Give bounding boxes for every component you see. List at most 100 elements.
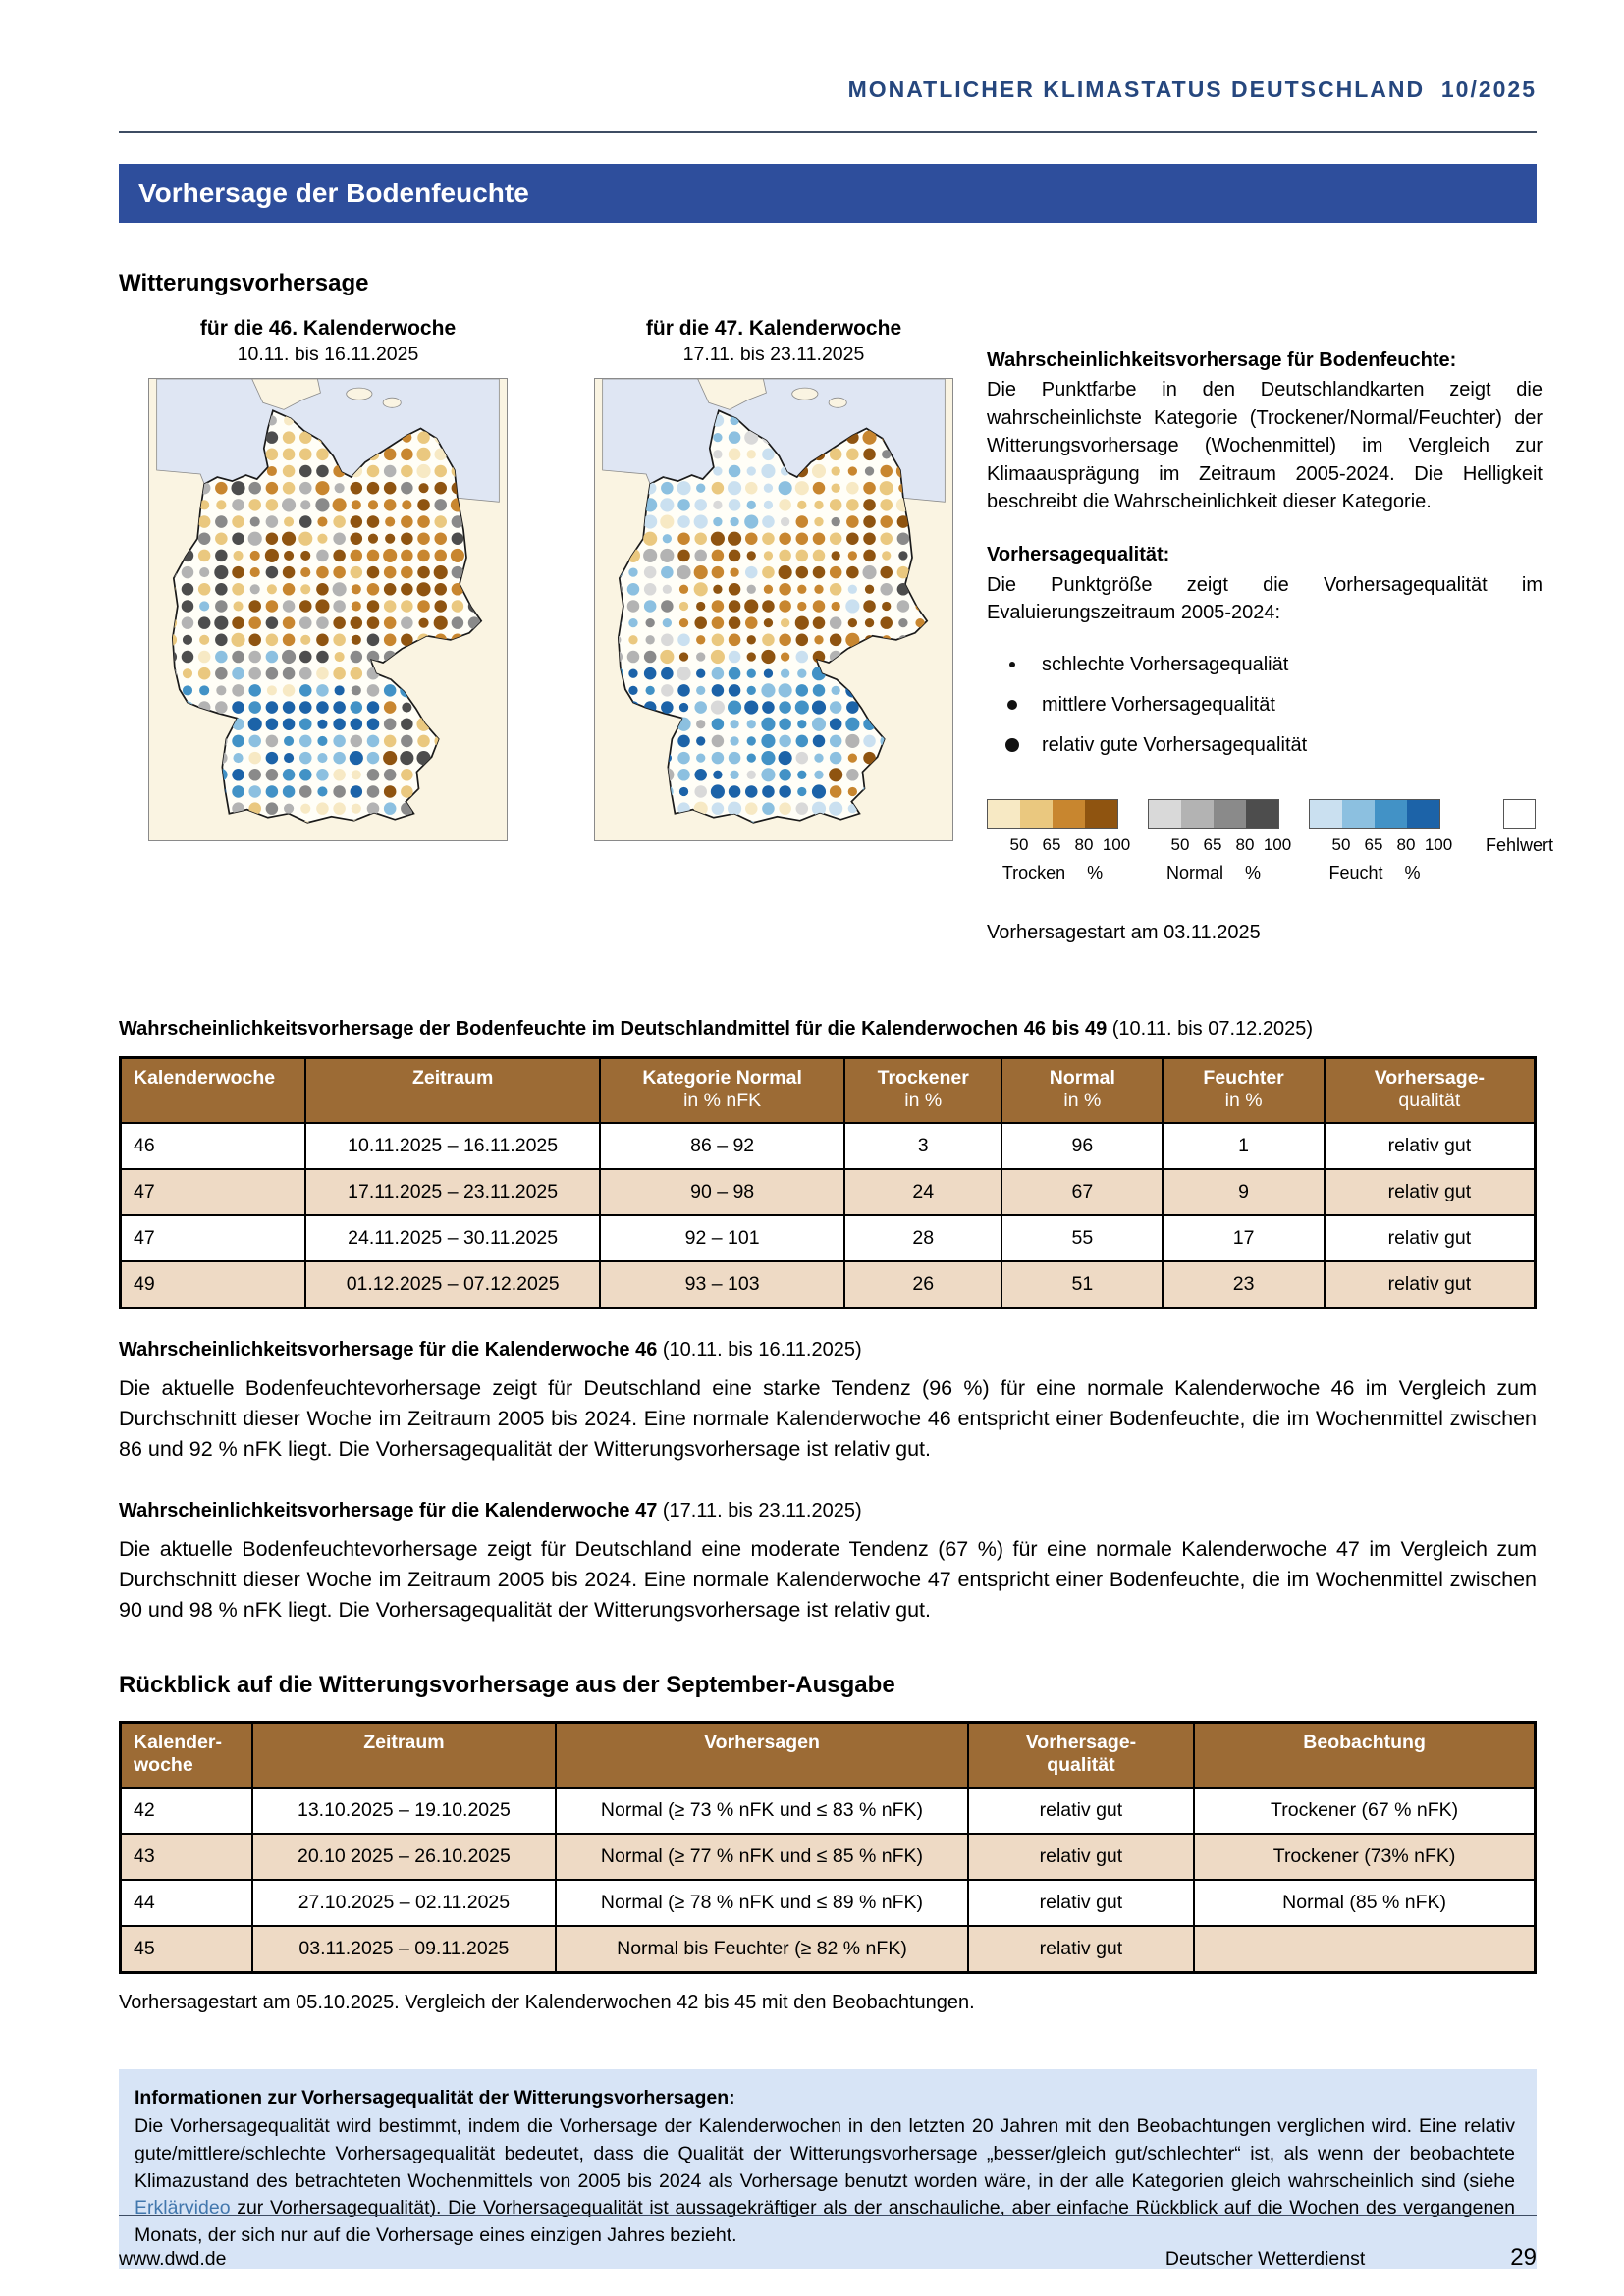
quality-heading: Vorhersagequalität: (987, 544, 1170, 566)
swatch-feucht-65 (1342, 799, 1375, 828)
prob-forecast-text: Die Punktfarbe in den Deutschlandkarten … (987, 379, 1543, 512)
table-row: 43 20.10 2025 – 26.10.2025 Normal (≥ 77 % … (119, 1832, 1537, 1881)
table1-header-row: Kalenderwoche Zeitraum Kategorie Normal i… (119, 1056, 1537, 1124)
map-kw47-title: für die 47. Kalenderwoche (645, 317, 902, 340)
legend-feucht-caption: Feucht % (1328, 862, 1421, 882)
quality-text: Die Punktgröße zeigt die Vorhersagequali… (987, 573, 1543, 624)
map-figure-kw47: für die 47. Kalenderwoche 17.11. bis 23.… (594, 317, 953, 841)
map-kw46-title: für die 46. Kalenderwoche (199, 317, 457, 340)
soil-moisture-map-kw46 (148, 378, 508, 841)
col-kalenderwoche: Kalender-woche (119, 1721, 253, 1789)
page-footer: www.dwd.de Deutscher Wetterdienst 29 (119, 2215, 1537, 2271)
footer-rule (119, 2215, 1537, 2216)
quality-bullet-list: schlechte Vorhersagequaliät mittlere Vor… (987, 651, 1543, 760)
para-kw47-heading: Wahrscheinlichkeitsvorhersage für die Ka… (119, 1500, 862, 1522)
fehlwert-label: Fehlwert (1486, 834, 1554, 855)
footer-org: Deutscher Wetterdienst (1164, 2248, 1366, 2269)
map-color-legend: 50 65 80 100 Trocken % (987, 798, 1553, 886)
col-trockener: Trockener in % (843, 1056, 1003, 1124)
legend-normal-caption: Normal % (1165, 862, 1262, 882)
swatch-feucht-80 (1375, 799, 1407, 828)
legend-feucht-ticks: 50 65 80 100 (1331, 834, 1453, 854)
forecast-maps-row: für die 46. Kalenderwoche 10.11. bis 16.… (119, 317, 1553, 967)
map-kw47-subtitle: 17.11. bis 23.11.2025 (682, 344, 865, 365)
col-feuchter: Feuchter in % (1162, 1056, 1326, 1124)
legend-normal-colorbar (1148, 798, 1279, 829)
page-title: Vorhersage der Bodenfeuchte (138, 178, 529, 208)
quality-bullet-good: relativ gute Vorhersagequalität (1004, 731, 1543, 759)
legend-normal: 50 65 80 100 Normal % (1148, 798, 1292, 886)
quality-bullet-good-label: relativ gute Vorhersagequalität (1042, 734, 1308, 757)
table2-note: Vorhersagestart am 05.10.2025. Vergleich… (119, 1991, 975, 2013)
table-row: 47 24.11.2025 – 30.11.2025 92 – 101 28 55 17 r… (119, 1213, 1537, 1262)
table-row: 45 03.11.2025 – 09.11.2025 Normal bis Feuc… (119, 1924, 1537, 1974)
swatch-normal-100 (1246, 799, 1278, 828)
header-rule (119, 131, 1537, 133)
swatch-trocken-100 (1085, 799, 1117, 828)
quality-info-box: Informationen zur Vorhersagequalität der… (119, 2068, 1537, 2269)
legend-fehlwert: Fehlwert (1486, 798, 1554, 886)
legend-feucht-colorbar (1309, 798, 1440, 829)
info-box-heading: Informationen zur Vorhersagequalität der… (135, 2086, 735, 2109)
map-figure-kw46: für die 46. Kalenderwoche 10.11. bis 16.… (148, 317, 508, 841)
swatch-feucht-50 (1310, 799, 1342, 828)
doc-header: MONATLICHER KLIMASTATUS DEUTSCHLAND 10/2… (119, 0, 1537, 103)
table-row: 47 17.11.2025 – 23.11.2025 90 – 98 24 67 9 rel… (119, 1167, 1537, 1216)
quality-bullet-poor: schlechte Vorhersagequaliät (1004, 651, 1543, 678)
small-dot-icon (1009, 661, 1015, 667)
legend-feucht: 50 65 80 100 Feucht % (1309, 798, 1453, 886)
swatch-trocken-80 (1053, 799, 1085, 828)
col-zeitraum: Zeitraum (304, 1056, 601, 1124)
quality-bullet-poor-label: schlechte Vorhersagequaliät (1042, 653, 1289, 675)
col-vorhersagen: Vorhersagen (555, 1721, 969, 1789)
fehlwert-swatch (1503, 798, 1537, 829)
map-kw46-subtitle: 10.11. bis 16.11.2025 (237, 344, 419, 365)
probability-forecast-table: Kalenderwoche Zeitraum Kategorie Normal i… (119, 1055, 1537, 1309)
legend-trocken-caption: Trocken % (1001, 862, 1104, 882)
swatch-trocken-65 (1020, 799, 1053, 828)
col-kategorie-normal: Kategorie Normal in % nFK (598, 1056, 846, 1124)
footer-url: www.dwd.de (119, 2248, 227, 2269)
swatch-normal-50 (1149, 799, 1181, 828)
legend-trocken-colorbar (987, 798, 1118, 829)
legend-normal-ticks: 50 65 80 100 (1170, 834, 1292, 854)
col-vorhersagequalitaet: Vorhersage-qualität (1323, 1056, 1537, 1124)
doc-header-title: MONATLICHER KLIMASTATUS DEUTSCHLAND 10/2… (847, 77, 1537, 102)
table-row: 44 27.10.2025 – 02.11.2025 Normal (≥ 78 % … (119, 1878, 1537, 1927)
quality-bullet-medium: mittlere Vorhersagequalität (1004, 691, 1543, 719)
table-row: 42 13.10.2025 – 19.10.2025 Normal (≥ 73 % … (119, 1786, 1537, 1835)
table2-header-row: Kalender-woche Zeitraum Vorhersagen Vorh… (119, 1721, 1537, 1789)
para-kw46-heading: Wahrscheinlichkeitsvorhersage für die Ka… (119, 1338, 862, 1361)
section-heading-witterungsvorhersage: Witterungsvorhersage (119, 270, 369, 296)
section-heading-rueckblick: Rückblick auf die Witterungsvorhersage a… (119, 1671, 895, 1698)
col-beobachtung: Beobachtung (1193, 1721, 1537, 1789)
info-box-body: Die Vorhersagequalität wird bestimmt, in… (135, 2115, 1515, 2247)
table-row: 49 01.12.2025 – 07.12.2025 93 – 103 26 51 23 r… (119, 1259, 1537, 1309)
medium-dot-icon (1007, 700, 1017, 711)
swatch-normal-80 (1214, 799, 1246, 828)
swatch-normal-65 (1181, 799, 1214, 828)
col-kalenderwoche: Kalenderwoche (119, 1056, 307, 1124)
page-number: 29 (1510, 2244, 1537, 2270)
table1-caption: Wahrscheinlichkeitsvorhersage der Bodenf… (119, 1017, 1313, 1040)
para-kw46-body: Die aktuelle Bodenfeuchtevorhersage zeig… (119, 1375, 1537, 1461)
col-normal: Normal in % (1001, 1056, 1164, 1124)
large-dot-icon (1005, 738, 1019, 753)
swatch-trocken-50 (988, 799, 1020, 828)
table-row: 46 10.11.2025 – 16.11.2025 86 – 92 3 96 1 rela… (119, 1121, 1537, 1170)
legend-trocken-ticks: 50 65 80 100 (1009, 834, 1131, 854)
swatch-feucht-100 (1407, 799, 1439, 828)
title-bar: Vorhersage der Bodenfeuchte (119, 164, 1537, 223)
legend-trocken: 50 65 80 100 Trocken % (987, 798, 1131, 886)
para-kw47-body: Die aktuelle Bodenfeuchtevorhersage zeig… (119, 1537, 1537, 1623)
quality-bullet-medium-label: mittlere Vorhersagequalität (1042, 693, 1275, 716)
map-explanation-column: Wahrscheinlichkeitsvorhersage für Bodenf… (987, 347, 1553, 967)
col-zeitraum: Zeitraum (250, 1721, 558, 1789)
forecast-start-note: Vorhersagestart am 03.11.2025 (987, 922, 1261, 944)
col-vorhersagequalitaet: Vorhersage-qualität (966, 1721, 1196, 1789)
retrospective-table: Kalender-woche Zeitraum Vorhersagen Vorh… (119, 1720, 1537, 1974)
erklaervideo-link[interactable]: Erklärvideo (135, 2197, 231, 2219)
prob-forecast-heading: Wahrscheinlichkeitsvorhersage für Bodenf… (987, 349, 1457, 371)
soil-moisture-map-kw47 (594, 378, 953, 841)
